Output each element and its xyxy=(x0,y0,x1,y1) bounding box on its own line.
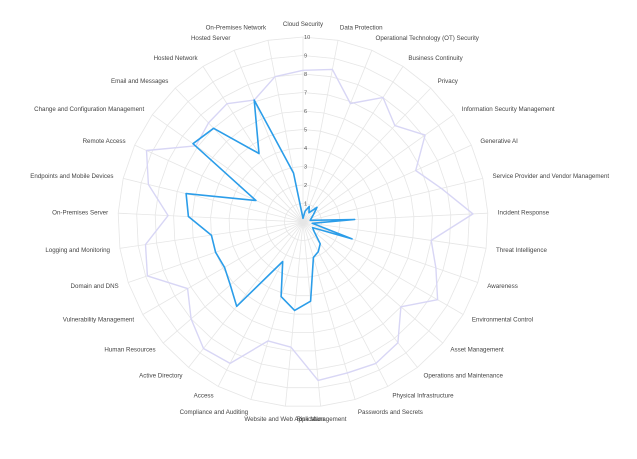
grid-spoke xyxy=(134,144,304,223)
grid-spoke xyxy=(202,66,304,223)
tick-label: 4 xyxy=(304,146,307,152)
grid-spoke xyxy=(217,221,304,387)
tick-label: 9 xyxy=(304,54,307,60)
category-label: Website and Web Application xyxy=(244,416,325,423)
category-label: Operations and Maintenance xyxy=(424,372,504,379)
series-line-1 xyxy=(144,68,474,382)
grid-spoke xyxy=(233,50,304,223)
series-line-0 xyxy=(185,99,356,312)
grid-spoke xyxy=(302,221,356,400)
tick-label: 1 xyxy=(304,202,307,208)
tick-label: 8 xyxy=(304,72,307,78)
grid-spoke xyxy=(302,221,321,407)
category-label: Change and Configuration Management xyxy=(34,106,144,113)
grid-ring xyxy=(284,203,322,241)
grid-ring xyxy=(210,129,396,315)
category-label: Hosted Network xyxy=(154,55,199,62)
grid-spoke xyxy=(302,40,339,223)
grid-spoke xyxy=(302,66,404,223)
grid-spoke xyxy=(162,221,304,344)
grid-rings xyxy=(117,36,489,407)
grid-spoke xyxy=(123,178,304,223)
category-label: Service Provider and Vendor Management xyxy=(493,173,610,180)
category-label: Privacy xyxy=(438,78,459,85)
category-label: Threat Intelligence xyxy=(496,247,547,254)
category-label: Vulnerability Management xyxy=(63,317,135,324)
category-label: Asset Management xyxy=(450,347,504,354)
grid-spoke xyxy=(118,212,304,223)
grid-spoke xyxy=(152,114,304,223)
grid-ring xyxy=(136,55,470,389)
category-label: Hosted Server xyxy=(191,35,231,42)
grid-spokes xyxy=(118,37,488,407)
tick-label: 7 xyxy=(304,91,307,97)
category-label: Awareness xyxy=(487,283,518,290)
category-label: Incident Response xyxy=(498,210,550,217)
grid-spoke xyxy=(302,87,431,223)
category-label: Environmental Control xyxy=(472,317,533,324)
category-label: Access xyxy=(194,392,214,399)
grid-spoke xyxy=(285,221,304,407)
category-label: Compliance and Auditing xyxy=(180,409,249,416)
grid-spoke xyxy=(188,221,304,368)
category-label: Passwords and Secrets xyxy=(358,409,423,416)
category-label: Human Resources xyxy=(104,347,155,354)
tick-label: 3 xyxy=(304,165,307,171)
grid-ring xyxy=(173,92,433,352)
category-label: Data Protection xyxy=(340,25,383,32)
grid-ring xyxy=(191,110,415,333)
category-label: Physical Infrastructure xyxy=(392,392,454,399)
tick-label: 2 xyxy=(304,183,307,189)
category-label: Operational Technology (OT) Security xyxy=(376,35,480,42)
category-label: Logging and Monitoring xyxy=(45,247,110,254)
grid-spoke xyxy=(302,221,487,249)
grid-spoke xyxy=(302,144,472,223)
category-label: Generative AI xyxy=(480,138,518,145)
category-label: On-Premises Network xyxy=(206,25,267,32)
grid-spoke xyxy=(302,178,483,223)
category-label: Risk Management xyxy=(297,416,347,423)
grid-spoke xyxy=(142,221,304,315)
grid-ring xyxy=(247,166,359,278)
series-layer xyxy=(144,68,474,382)
category-label: Domain and DNS xyxy=(71,283,119,290)
category-label: Remote Access xyxy=(83,138,126,145)
grid-spoke xyxy=(302,221,444,344)
tick-label: 10 xyxy=(304,35,310,41)
category-label: Information Security Management xyxy=(462,106,555,113)
category-label: Cloud Security xyxy=(283,21,324,28)
grid-spoke xyxy=(302,221,464,315)
tick-label: 6 xyxy=(304,109,307,115)
grid-spoke xyxy=(250,221,304,400)
category-label: Email and Messages xyxy=(111,78,168,85)
tick-label: 5 xyxy=(304,128,307,134)
category-label: On-Premises Server xyxy=(52,210,108,217)
category-label: Endpoints and Mobile Devices xyxy=(30,173,113,180)
grid-ring xyxy=(265,184,341,260)
grid-spoke xyxy=(302,221,478,283)
category-labels: Cloud Security Data Protection Operational… xyxy=(30,21,609,423)
grid-spoke xyxy=(302,114,454,223)
grid-spoke xyxy=(302,221,389,387)
grid-ring xyxy=(117,36,489,407)
tick-labels: 1 2 3 4 5 6 7 8 9 10 xyxy=(304,35,310,208)
grid-spoke xyxy=(175,87,304,223)
category-label: Business Continuity xyxy=(408,55,463,62)
grid-spoke xyxy=(302,50,373,223)
category-label: Active Directory xyxy=(139,372,183,379)
